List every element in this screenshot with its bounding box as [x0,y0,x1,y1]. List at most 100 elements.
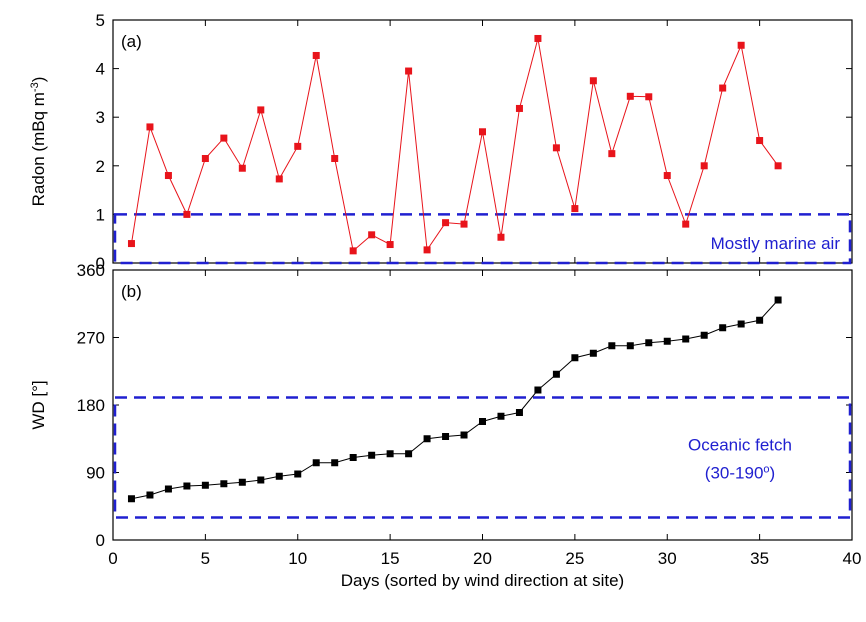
point [146,491,154,499]
x-tick-label: 25 [565,549,584,568]
point [312,459,320,467]
y-axis-label: Radon (mBq m-3) [29,77,48,207]
point [257,476,265,484]
point [257,106,265,114]
x-tick-label: 15 [381,549,400,568]
point [663,337,671,345]
point [183,482,191,490]
plot-frame [112,269,853,541]
x-tick-label: 30 [658,549,677,568]
y-tick-label: 270 [77,329,105,348]
region-label: Mostly marine air [711,234,841,253]
point [552,144,560,152]
x-tick-label: 40 [843,549,862,568]
point [645,339,653,347]
point [719,84,727,92]
series-line [131,299,779,500]
x-tick-label: 20 [473,549,492,568]
y-label-part: -3 [29,82,41,92]
point [608,342,616,350]
point [737,41,745,49]
panel-label: (a) [121,32,142,51]
y-tick-label: 2 [96,157,105,176]
x-tick-label: 5 [201,549,210,568]
point [386,241,394,249]
y-label-part: ) [29,77,48,83]
point [737,320,745,328]
x-tick-label: 0 [108,549,117,568]
point [682,335,690,343]
point [534,386,542,394]
point [312,51,320,59]
point [146,123,154,131]
x-tick-label: 35 [750,549,769,568]
point [756,316,764,324]
point [201,481,209,489]
point [497,233,505,241]
point [682,220,690,228]
point [460,431,468,439]
y-axis-label: WD [°] [29,380,48,429]
point [386,450,394,458]
y-tick-label: 1 [96,205,105,224]
point [405,67,413,75]
point [220,134,228,142]
point [164,485,172,493]
point [534,34,542,42]
region-label-part: o [763,464,769,476]
point [626,92,634,100]
point [571,205,579,213]
x-axis-label: Days (sorted by wind direction at site) [341,571,624,590]
point [552,370,560,378]
y-label-part: WD [°] [29,380,48,429]
point [515,409,523,416]
point [663,172,671,180]
y-tick-label: 4 [96,60,105,79]
point [405,450,413,458]
point [608,150,616,158]
point [497,412,505,420]
point [349,247,357,255]
y-label-part: Radon (mBq m [29,92,48,206]
point [719,324,727,332]
point [127,240,135,248]
point [700,331,708,339]
point [368,231,376,239]
point [183,210,191,218]
point [515,104,523,112]
point [645,93,653,101]
point [349,454,357,461]
y-tick-label: 180 [77,396,105,415]
point [571,354,579,362]
x-tick-label: 10 [288,549,307,568]
series-line [130,38,779,252]
point [442,433,450,440]
point [127,495,135,503]
point [201,155,209,163]
point [238,478,246,486]
point [479,418,486,425]
point [479,128,486,136]
point [700,162,708,170]
point [294,470,302,478]
y-tick-label: 90 [86,464,105,483]
point [589,349,597,357]
point [442,219,450,227]
point [164,172,172,180]
point [756,137,764,145]
point [220,480,228,488]
point [331,155,339,163]
point [331,459,339,467]
y-tick-label: 360 [77,261,105,280]
point [294,142,302,150]
y-tick-label: 5 [96,11,105,30]
region-label: (30-190o) [705,464,775,483]
region-box [113,396,852,519]
panel-label: (b) [121,282,142,301]
point [423,246,431,254]
point [774,162,782,170]
y-tick-label: 0 [96,531,105,550]
point [238,164,246,172]
y-tick-label: 3 [96,108,105,127]
point [275,472,283,480]
